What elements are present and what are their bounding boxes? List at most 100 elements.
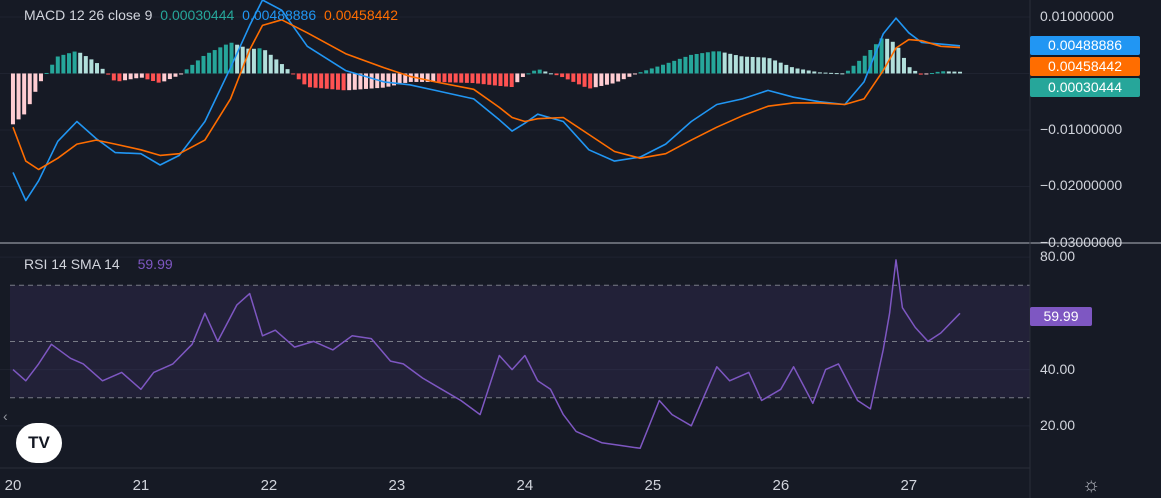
- macd-histogram-bar: [616, 73, 621, 82]
- macd-histogram-bar: [823, 72, 828, 74]
- macd-histogram-bar: [436, 73, 441, 83]
- macd-histogram-bar: [44, 72, 49, 74]
- macd-histogram-bar: [817, 72, 822, 74]
- histogram-price-badge: 0.00030444: [1030, 78, 1140, 97]
- macd-histogram-bar: [784, 64, 789, 74]
- macd-axis-tick: 0.01000000: [1040, 7, 1114, 24]
- macd-histogram-bar: [324, 73, 329, 89]
- macd-histogram-bar: [498, 73, 503, 87]
- macd-histogram-bar: [857, 60, 862, 74]
- macd-histogram-bar: [599, 73, 604, 86]
- macd-histogram-bar: [789, 67, 794, 74]
- macd-histogram-bar: [638, 72, 643, 74]
- rsi-legend-title: RSI 14 SMA 14: [24, 256, 120, 272]
- macd-histogram-bar: [408, 73, 413, 82]
- macd-histogram-bar: [576, 73, 581, 85]
- macd-histogram-bar: [689, 54, 694, 74]
- macd-histogram-bar: [845, 70, 850, 74]
- macd-histogram-bar: [655, 66, 660, 74]
- macd-histogram-bar: [946, 71, 951, 74]
- macd-histogram-bar: [100, 68, 105, 74]
- macd-histogram-bar: [313, 73, 318, 88]
- macd-histogram-bar: [369, 73, 374, 89]
- macd-histogram-bar: [958, 71, 963, 74]
- macd-histogram-bar: [509, 73, 514, 87]
- macd-histogram-bar: [677, 58, 682, 74]
- macd-histogram-bar: [50, 64, 55, 74]
- macd-histogram-bar: [134, 73, 139, 79]
- macd-histogram-bar: [711, 51, 716, 74]
- macd-histogram-bar: [582, 73, 587, 87]
- chevron-left-icon[interactable]: ‹: [3, 408, 8, 424]
- macd-histogram-bar: [347, 73, 352, 91]
- macd-histogram-bar: [683, 56, 688, 74]
- macd-histogram-bar: [560, 73, 565, 78]
- macd-histogram-bar: [403, 73, 408, 83]
- macd-histogram-bar: [941, 71, 946, 74]
- macd-histogram-bar: [431, 73, 436, 82]
- macd-histogram-bar: [481, 73, 486, 85]
- macd-histogram-bar: [470, 73, 475, 84]
- macd-histogram-bar: [61, 54, 66, 74]
- rsi-axis-tick: 80.00: [1040, 248, 1076, 265]
- macd-histogram-bar: [162, 73, 167, 82]
- macd-histogram-bar: [935, 71, 940, 74]
- macd-histogram-bar: [896, 47, 901, 74]
- gear-icon[interactable]: ☼: [1082, 474, 1101, 496]
- macd-histogram: [10, 38, 963, 125]
- rsi-legend[interactable]: RSI 14 SMA 14 59.99: [24, 256, 177, 272]
- macd-histogram-bar: [476, 73, 481, 84]
- macd-histogram-bar: [38, 73, 43, 82]
- macd-histogram-bar: [257, 48, 262, 74]
- macd-histogram-bar: [879, 38, 884, 74]
- macd-histogram-bar: [739, 56, 744, 74]
- macd-histogram-bar: [453, 73, 458, 83]
- time-axis-tick: 23: [388, 477, 406, 494]
- signal-line: [12, 18, 961, 171]
- macd-histogram-bar: [268, 54, 273, 74]
- macd-histogram-bar: [156, 73, 161, 83]
- macd-price-badge: 0.00488886: [1030, 36, 1140, 55]
- macd-histogram-bar: [745, 56, 750, 74]
- macd-histogram-bar: [229, 42, 234, 74]
- macd-histogram-bar: [22, 73, 27, 115]
- macd-histogram-bar: [448, 73, 453, 83]
- time-axis-tick: 26: [772, 477, 790, 494]
- macd-histogram-bar: [532, 70, 537, 74]
- time-axis-tick: 20: [4, 477, 22, 494]
- macd-histogram-bar: [173, 73, 178, 77]
- macd-histogram-bar: [106, 73, 111, 75]
- macd-histogram-bar: [548, 73, 553, 75]
- macd-histogram-bar: [627, 73, 632, 77]
- rsi-pane: [0, 256, 1030, 450]
- macd-histogram-bar: [223, 44, 228, 74]
- macd-axis-tick: −0.01000000: [1040, 120, 1123, 137]
- macd-histogram-bar: [392, 73, 397, 86]
- macd-axis-tick: −0.02000000: [1040, 177, 1123, 194]
- macd-histogram-bar: [873, 44, 878, 74]
- macd-histogram-bar: [78, 52, 83, 74]
- time-axis-tick: 27: [900, 477, 918, 494]
- macd-histogram-bar: [128, 73, 133, 80]
- macd-histogram-bar: [722, 52, 727, 74]
- macd-histogram-bar: [145, 73, 150, 80]
- macd-histogram-bar: [307, 73, 312, 88]
- macd-legend-signal: 0.00458442: [324, 7, 398, 23]
- macd-histogram-bar: [151, 73, 156, 81]
- macd-histogram-bar: [111, 73, 116, 81]
- macd-histogram-bar: [352, 73, 357, 90]
- macd-histogram-bar: [812, 71, 817, 74]
- macd-histogram-bar: [537, 69, 542, 74]
- macd-histogram-bar: [195, 60, 200, 74]
- macd-legend[interactable]: MACD 12 26 close 9 0.00030444 0.00488886…: [24, 7, 402, 23]
- time-axis-tick: 24: [516, 477, 534, 494]
- macd-histogram-bar: [123, 73, 128, 81]
- macd-histogram-bar: [929, 73, 934, 75]
- macd-histogram-bar: [868, 49, 873, 74]
- tradingview-logo[interactable]: TV: [16, 423, 62, 463]
- macd-histogram-bar: [72, 51, 77, 74]
- macd-histogram-bar: [386, 73, 391, 87]
- macd-histogram-bar: [644, 70, 649, 74]
- signal-price-badge: 0.00458442: [1030, 57, 1140, 76]
